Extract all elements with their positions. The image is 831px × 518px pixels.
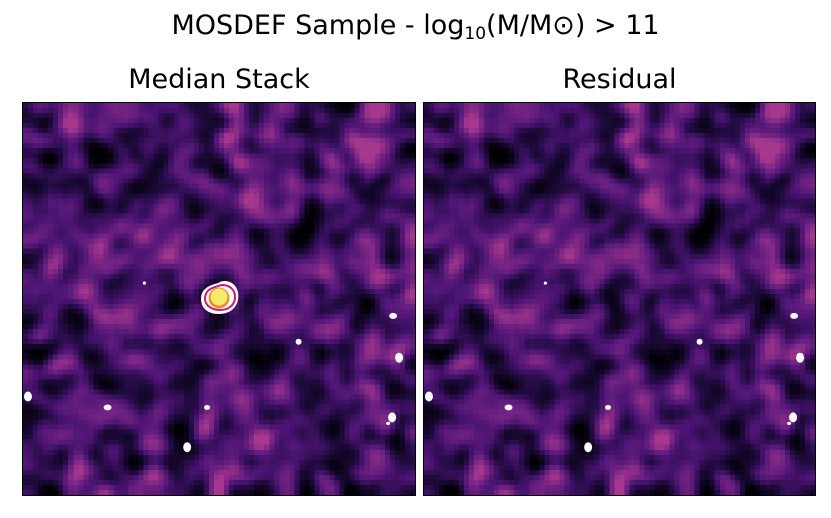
suptitle-subscript: 10 [464, 24, 487, 44]
figure-suptitle: MOSDEF Sample - log10(M/M⊙) > 11 [0, 8, 831, 52]
panel-title-residual: Residual [562, 64, 677, 95]
residual-image [423, 102, 816, 496]
contour-blob [787, 421, 792, 425]
median-stack-image [22, 102, 416, 496]
contour-blob [796, 352, 805, 363]
panel-title-median-stack: Median Stack [128, 64, 310, 95]
contour-blob [142, 281, 146, 285]
contour-blob [605, 404, 612, 410]
contour-blob [504, 404, 513, 411]
contour-blob [389, 312, 398, 319]
central-core [210, 288, 228, 306]
contour-blob [790, 312, 799, 319]
contour-blob [424, 391, 433, 402]
contour-blobs [23, 281, 404, 453]
contour-blob [584, 442, 593, 453]
contour-blob [388, 412, 397, 423]
median-stack-contours [23, 280, 404, 453]
contour-blob [103, 404, 112, 411]
residual-heatmap [424, 103, 815, 495]
central-contour-mid [204, 284, 236, 311]
suptitle-prefix: MOSDEF Sample - log [171, 10, 465, 41]
contour-blob [543, 281, 547, 285]
contour-blob [183, 442, 192, 453]
contour-blobs [424, 281, 805, 453]
central-source [201, 280, 239, 315]
contour-blob [696, 338, 703, 345]
contour-blob [204, 404, 211, 410]
contour-blob [395, 352, 404, 363]
suptitle-suffix: (M/M⊙) > 11 [486, 10, 660, 41]
contour-blob [789, 412, 798, 423]
contour-blob [386, 421, 391, 425]
contour-blob [295, 338, 302, 345]
contour-blob [23, 391, 32, 402]
residual-contours [424, 281, 805, 453]
